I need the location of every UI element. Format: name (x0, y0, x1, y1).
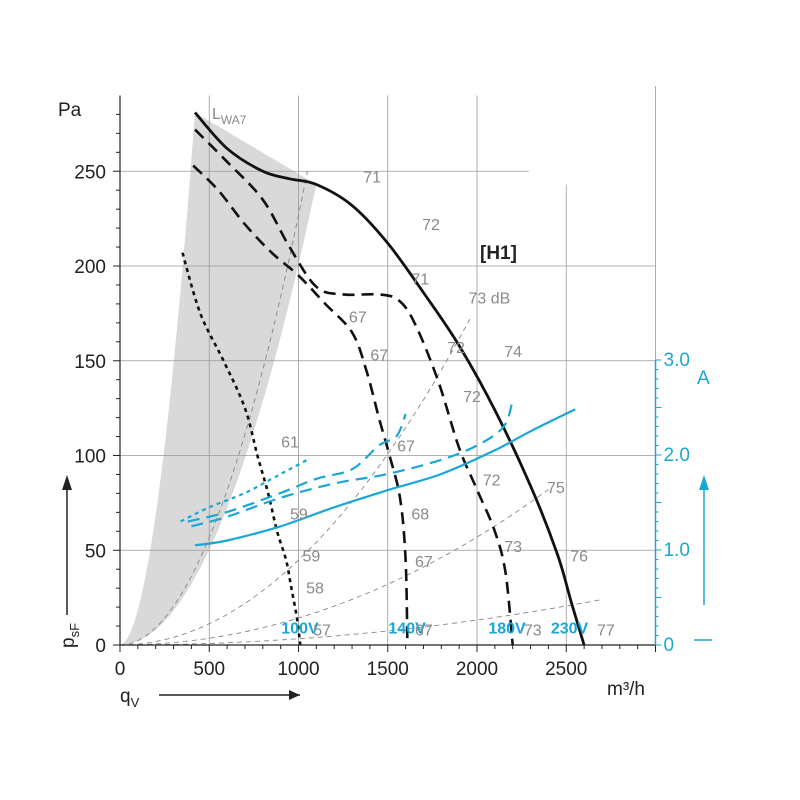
x-tick-label: 500 (193, 659, 225, 680)
x-tick-label: 2000 (456, 659, 498, 680)
right-axis-unit: A (697, 368, 710, 389)
sound-level-label: 72 (463, 389, 481, 406)
sound-level-label: 71 (363, 169, 381, 186)
sound-level-label: 67 (397, 439, 415, 456)
sound-level-label: 73 dB (469, 291, 511, 308)
sound-level-label: 59 (303, 548, 321, 565)
curve-label: [H1] (480, 243, 517, 264)
sound-level-label: 76 (570, 548, 588, 565)
unstable-region-shade (120, 112, 317, 645)
y-tick-label: 200 (74, 257, 106, 278)
voltage-label: 100V (281, 620, 319, 637)
x-axis-arrow-head (289, 690, 300, 700)
y-axis-symbol: psF (58, 623, 82, 648)
right-tick-label: 1.0 (664, 540, 690, 561)
sound-level-label: 75 (547, 480, 565, 497)
sound-level-label: 61 (281, 435, 299, 452)
current-curve-100v (180, 458, 308, 523)
y-tick-label: 50 (85, 541, 106, 562)
sound-power-label: LWA7 (212, 106, 247, 127)
pressure-curve-140v (192, 164, 409, 646)
current-curve-230v (194, 408, 576, 547)
sound-level-label: 59 (290, 507, 308, 524)
sound-level-label: 67 (370, 348, 388, 365)
sound-level-label: 77 (597, 622, 615, 639)
right-tick-label: 2.0 (664, 445, 690, 466)
right-axis-arrow-head (699, 475, 709, 490)
sound-level-label: 73 (504, 539, 522, 556)
sound-level-label: 73 (524, 622, 542, 639)
sound-level-label: 67 (349, 310, 367, 327)
x-axis-unit: m³/h (607, 679, 645, 700)
sound-level-label: 72 (447, 340, 465, 357)
system-curves (119, 171, 603, 646)
y-axis-unit: Pa (58, 100, 82, 121)
y-tick-label: 250 (74, 162, 106, 183)
system-curve (119, 489, 549, 646)
sound-level-label: 72 (422, 217, 440, 234)
voltage-label: 180V (488, 620, 526, 637)
pressure-curve-100v (181, 252, 302, 646)
sound-level-label: 67 (415, 554, 433, 571)
y-tick-label: 150 (74, 352, 106, 373)
sound-level-label: 67 (415, 622, 433, 639)
voltage-label: 140V (388, 620, 426, 637)
sound-level-label: 71 (411, 272, 429, 289)
axes (62, 95, 712, 700)
pressure-curve-180v (194, 128, 514, 646)
y-tick-label: 100 (74, 447, 106, 468)
right-tick-label: 0 (664, 635, 675, 656)
pressure-curves (181, 111, 586, 646)
x-tick-label: 2500 (545, 659, 587, 680)
current-curves (180, 399, 576, 547)
x-tick-label: 0 (115, 659, 126, 680)
sound-level-label: 74 (504, 344, 522, 361)
y-tick-label: 0 (95, 636, 106, 657)
pressure-curve-230v (193, 111, 586, 646)
labels: Pa m³/h A [H1] qV psF LWA7 0 500 1000 1500 2… (58, 100, 710, 710)
y-axis-arrow-head (62, 475, 72, 490)
sound-level-label: 68 (411, 507, 429, 524)
current-curve-140v (187, 413, 407, 523)
unstable-region (120, 112, 317, 645)
x-axis-symbol: qV (120, 686, 140, 710)
voltage-label: 230V (551, 620, 589, 637)
sound-level-label: 72 (483, 473, 501, 490)
right-tick-label: 3.0 (664, 350, 690, 371)
x-tick-label: 1500 (367, 659, 409, 680)
sound-level-label: 57 (313, 622, 331, 639)
sound-level-label: 58 (306, 581, 324, 598)
x-tick-label: 1000 (277, 659, 319, 680)
